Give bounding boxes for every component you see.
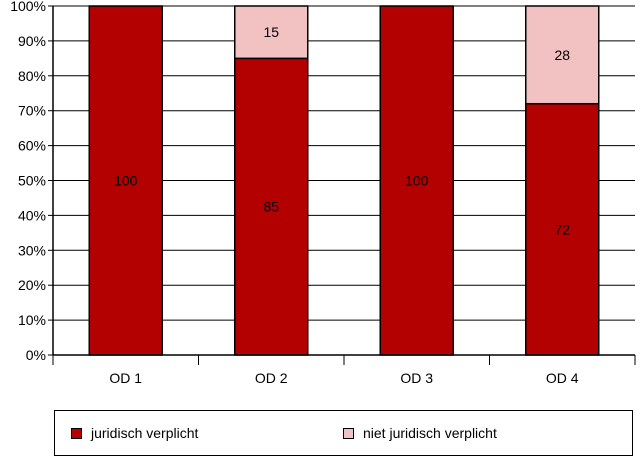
x-axis-category-labels: OD 1 OD 2 OD 3 OD 4 (109, 370, 578, 386)
legend: juridisch verplicht niet juridisch verpl… (54, 410, 633, 456)
data-label: 100 (405, 173, 429, 189)
y-tick-label: 10% (18, 312, 46, 328)
bar-segment (379, 5, 454, 356)
y-tick-label: 80% (18, 68, 46, 84)
legend-item-juridisch-verplicht: juridisch verplicht (71, 425, 198, 441)
y-tick-label: 90% (18, 33, 46, 49)
legend-label: niet juridisch verplicht (363, 425, 497, 441)
bar-segment (88, 5, 163, 356)
data-label: 28 (554, 47, 570, 63)
data-label: 72 (554, 221, 570, 237)
bars (88, 5, 600, 356)
legend-label: juridisch verplicht (91, 425, 199, 441)
data-label: 85 (263, 199, 279, 215)
x-category-label: OD 1 (109, 370, 142, 386)
y-tick-label: 20% (18, 277, 46, 293)
bar-segment (525, 102, 600, 356)
data-label: 100 (114, 173, 138, 189)
legend-swatch-juridisch-verplicht (71, 427, 82, 439)
x-category-label: OD 4 (546, 370, 579, 386)
y-tick-label: 50% (18, 173, 46, 189)
x-category-label: OD 2 (255, 370, 288, 386)
axes (48, 5, 636, 365)
x-category-label: OD 3 (400, 370, 433, 386)
data-label: 15 (263, 24, 279, 40)
bar-segment (525, 5, 600, 105)
legend-swatch-niet-juridisch-verplicht (343, 427, 354, 439)
y-axis-tick-labels: 0% 10% 20% 30% 40% 50% 60% 70% 80% 90% 100% (10, 0, 46, 363)
y-tick-label: 60% (18, 138, 46, 154)
bar-segment (234, 57, 309, 356)
y-tick-label: 100% (10, 0, 46, 14)
y-tick-label: 30% (18, 242, 46, 258)
bar-segment (234, 5, 309, 60)
y-tick-label: 70% (18, 103, 46, 119)
y-tick-label: 0% (26, 347, 46, 363)
data-labels: 100 85 15 100 72 28 (114, 24, 570, 237)
y-tick-label: 40% (18, 207, 46, 223)
legend-item-niet-juridisch-verplicht: niet juridisch verplicht (343, 425, 497, 441)
